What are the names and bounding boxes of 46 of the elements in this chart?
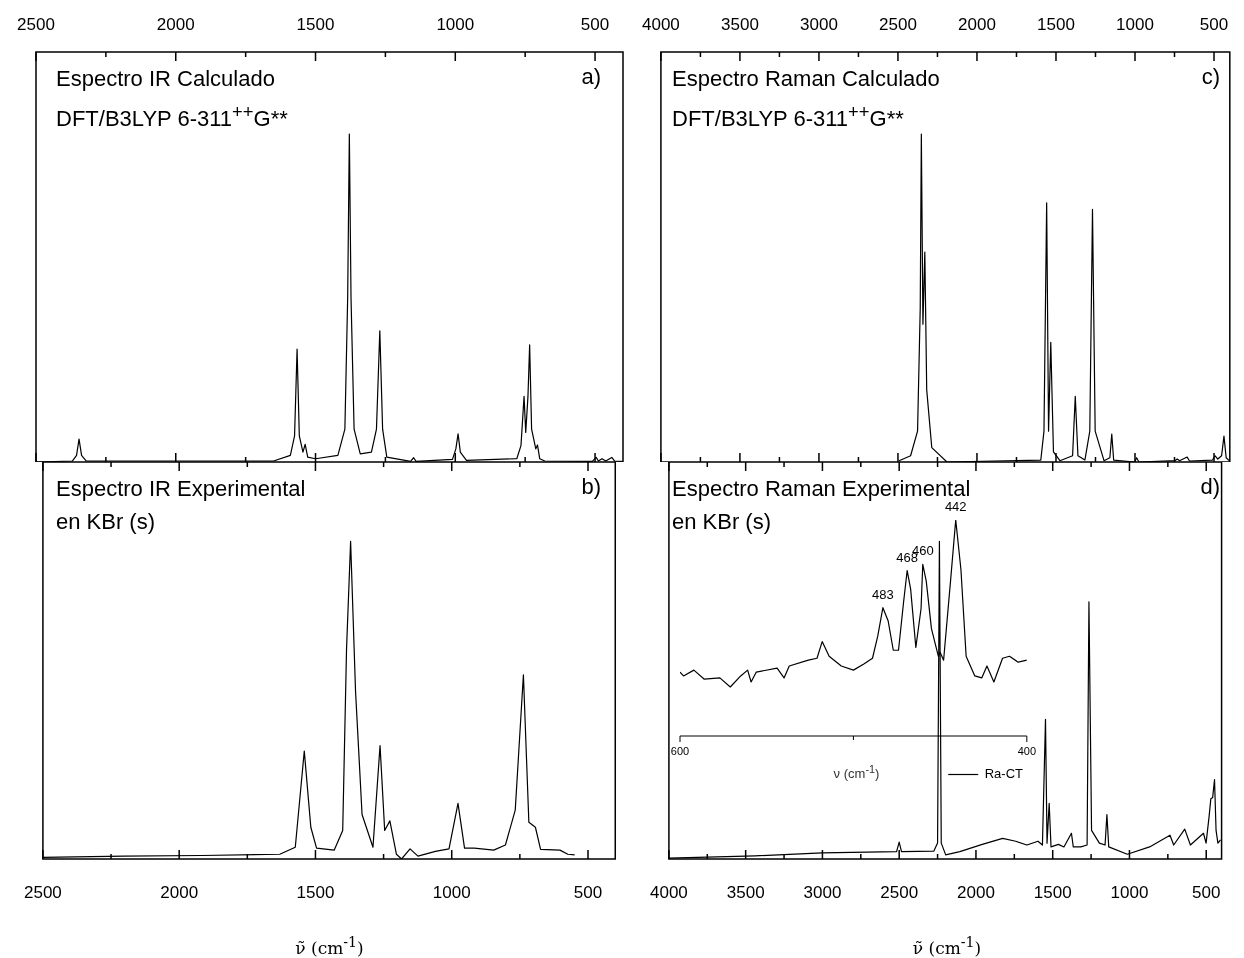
x-tick-label: 2000 bbox=[156, 15, 195, 35]
chart-subtitle: en KBr (s) bbox=[56, 508, 157, 536]
annotation: 442 bbox=[944, 499, 967, 515]
chart-subtitle: en KBr (s) bbox=[672, 509, 772, 534]
chart-subtitle: DFT/B3LYP 6-311$^{++}$G** bbox=[672, 100, 905, 134]
text: a) bbox=[581, 64, 601, 90]
legend-label: Ra-CT bbox=[984, 766, 1024, 782]
x-tick-label: 500 bbox=[1192, 882, 1221, 902]
x-tick-label: 2500 bbox=[17, 15, 55, 35]
x-tick-label: 3500 bbox=[726, 882, 765, 902]
x-tick-label: 1000 bbox=[432, 882, 471, 902]
x-tick-label: 1000 bbox=[1110, 882, 1149, 902]
x-tick-label: 2000 bbox=[160, 882, 199, 902]
text: d) bbox=[1200, 474, 1220, 500]
x-tick-label: 4000 bbox=[650, 882, 688, 902]
x-tick-label: 600 bbox=[670, 744, 690, 757]
x-tick-label: 1000 bbox=[436, 15, 475, 35]
chart-title: Espectro Raman Experimental bbox=[672, 475, 971, 502]
x-tick-label: 3000 bbox=[803, 882, 842, 902]
chart-subtitle: DFT/B3LYP 6-311$^{++}$G** bbox=[56, 100, 288, 134]
x-tick-label: 2500 bbox=[879, 15, 917, 35]
x-tick-label: 2000 bbox=[957, 882, 995, 902]
x-tick-label: 3500 bbox=[721, 15, 759, 35]
x-tick-label: 400 bbox=[1017, 744, 1036, 757]
chart-title: Espectro IR Calculado bbox=[56, 65, 276, 93]
x-tick-label: 2500 bbox=[24, 882, 62, 902]
text: b) bbox=[581, 474, 601, 500]
x-tick-label: 1000 bbox=[1116, 15, 1154, 35]
x-tick-label: 1500 bbox=[296, 15, 335, 35]
chart-title: Espectro IR Experimental bbox=[56, 475, 306, 503]
x-tick-label: 3000 bbox=[800, 15, 838, 35]
text: c) bbox=[1201, 64, 1220, 90]
x-tick-label: 2500 bbox=[880, 882, 919, 902]
chart-title: Espectro Raman Calculado bbox=[672, 65, 940, 93]
x-tick-label: 4000 bbox=[642, 15, 680, 35]
x-axis-title: ν̃ (cm$^{-1}$) bbox=[294, 934, 365, 958]
x-tick-label: 500 bbox=[580, 15, 610, 35]
x-tick-label: 1500 bbox=[1037, 15, 1075, 35]
x-tick-label: 500 bbox=[573, 882, 603, 902]
x-axis-title: ν̃ (cm$^{-1}$) bbox=[911, 934, 983, 958]
x-tick-label: 500 bbox=[1199, 15, 1229, 35]
x-tick-label: 1500 bbox=[296, 882, 335, 902]
x-axis-title: ν (cm$^{-1}$) bbox=[833, 763, 880, 782]
x-tick-label: 2000 bbox=[958, 15, 996, 35]
x-tick-label: 1500 bbox=[1033, 882, 1072, 902]
annotation: 483 bbox=[872, 586, 894, 602]
